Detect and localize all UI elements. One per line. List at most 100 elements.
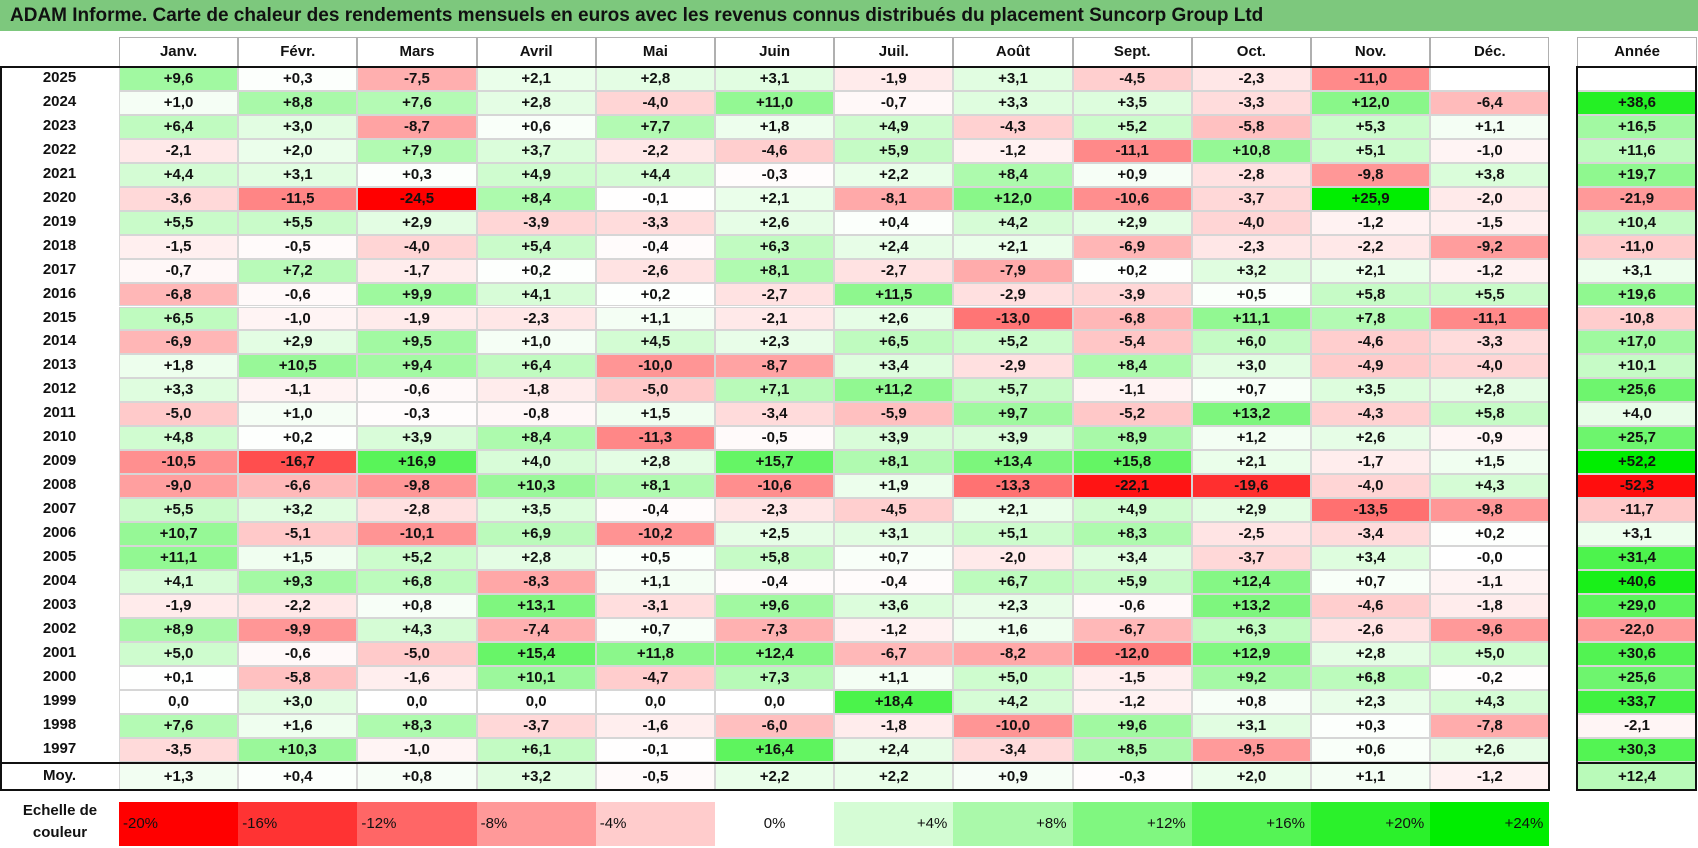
heatmap-cell: -2,1 bbox=[119, 138, 239, 163]
heatmap-cell: +1,2 bbox=[1191, 426, 1311, 451]
heatmap-cell: -0,4 bbox=[595, 234, 715, 259]
heatmap-cell: +4,3 bbox=[1430, 474, 1550, 499]
heatmap-cell: -8,1 bbox=[834, 186, 954, 211]
heatmap-cell: +11,1 bbox=[1191, 306, 1311, 331]
heatmap-cell: +0,7 bbox=[595, 617, 715, 642]
heatmap-cell: -2,9 bbox=[953, 282, 1073, 307]
color-scale-swatch: +16% bbox=[1191, 802, 1311, 846]
year-label: 2004 bbox=[0, 569, 119, 594]
heatmap-cell: +10,7 bbox=[119, 522, 239, 546]
year-label: 2022 bbox=[0, 138, 119, 163]
heatmap-cell: -9,9 bbox=[238, 617, 358, 642]
year-label: 2001 bbox=[0, 641, 119, 666]
heatmap-cell: +3,1 bbox=[1191, 713, 1311, 738]
heatmap-cell: +4,0 bbox=[476, 450, 596, 475]
heatmap-cell: +15,8 bbox=[1072, 450, 1192, 475]
heatmap-cell: +6,4 bbox=[119, 114, 239, 139]
year-label: 2015 bbox=[0, 306, 119, 331]
heatmap-cell: -3,5 bbox=[119, 737, 239, 762]
heatmap-cell: +11,1 bbox=[119, 546, 239, 570]
heatmap-cell: +5,5 bbox=[119, 210, 239, 235]
heatmap-cell: +5,7 bbox=[953, 378, 1073, 403]
heatmap-cell: -2,2 bbox=[1311, 234, 1431, 259]
heatmap-cell: +2,4 bbox=[834, 737, 954, 762]
annual-cell: -11,7 bbox=[1577, 498, 1697, 523]
year-label: 2007 bbox=[0, 498, 119, 523]
average-cell: +0,4 bbox=[238, 763, 358, 790]
heatmap-cell: -3,4 bbox=[1311, 522, 1431, 546]
heatmap-cell: -2,9 bbox=[953, 354, 1073, 379]
heatmap-cell: -13,3 bbox=[953, 474, 1073, 499]
heatmap-cell: -22,1 bbox=[1072, 474, 1192, 499]
heatmap-cell: -1,2 bbox=[834, 617, 954, 642]
heatmap-cell: +8,3 bbox=[1072, 522, 1192, 546]
heatmap-cell: -9,6 bbox=[1430, 617, 1550, 642]
heatmap-cell: -2,7 bbox=[715, 282, 835, 307]
month-header: Mars bbox=[357, 37, 477, 67]
heatmap-cell: +1,0 bbox=[238, 402, 358, 427]
heatmap-cell: +7,6 bbox=[119, 713, 239, 738]
year-label: 2017 bbox=[0, 258, 119, 283]
heatmap-cell: +3,3 bbox=[119, 378, 239, 403]
heatmap-cell: +4,1 bbox=[476, 282, 596, 307]
annual-cell: +30,3 bbox=[1577, 737, 1697, 762]
heatmap-cell: +3,0 bbox=[1191, 354, 1311, 379]
heatmap-cell: +3,5 bbox=[476, 498, 596, 523]
heatmap-cell: 0,0 bbox=[715, 689, 835, 714]
annual-cell: +38,6 bbox=[1577, 90, 1697, 115]
annual-cell: +33,7 bbox=[1577, 689, 1697, 714]
heatmap-cell: -2,8 bbox=[357, 498, 477, 523]
month-header: Juin bbox=[715, 37, 835, 67]
heatmap-cell: -0,3 bbox=[357, 402, 477, 427]
heatmap-cell: +8,8 bbox=[238, 90, 358, 115]
heatmap-cell: +12,4 bbox=[715, 641, 835, 666]
heatmap-cell: -4,0 bbox=[1311, 474, 1431, 499]
heatmap-cell: +1,8 bbox=[119, 354, 239, 379]
heatmap-cell: -2,5 bbox=[1191, 522, 1311, 546]
heatmap-cell: +9,6 bbox=[715, 593, 835, 618]
annual-cell: +19,6 bbox=[1577, 282, 1697, 307]
annual-cell: +3,1 bbox=[1577, 522, 1697, 546]
heatmap-cell: +0,6 bbox=[1311, 737, 1431, 762]
heatmap-cell: +8,3 bbox=[357, 713, 477, 738]
heatmap-cell: +5,8 bbox=[1430, 402, 1550, 427]
heatmap-cell: -0,7 bbox=[834, 90, 954, 115]
heatmap-cell: -4,3 bbox=[953, 114, 1073, 139]
heatmap-cell: -2,8 bbox=[1191, 162, 1311, 187]
heatmap-cell: +1,1 bbox=[834, 665, 954, 690]
heatmap-cell: +2,1 bbox=[953, 234, 1073, 259]
heatmap-cell: +3,3 bbox=[953, 90, 1073, 115]
heatmap-cell: +2,2 bbox=[834, 162, 954, 187]
heatmap-cell: -5,9 bbox=[834, 402, 954, 427]
year-label: 1997 bbox=[0, 737, 119, 762]
heatmap-cell: +6,3 bbox=[715, 234, 835, 259]
year-label: 2024 bbox=[0, 90, 119, 115]
heatmap-cell: -1,7 bbox=[357, 258, 477, 283]
heatmap-cell: +8,9 bbox=[1072, 426, 1192, 451]
heatmap-cell: -5,0 bbox=[119, 402, 239, 427]
year-label: 2000 bbox=[0, 665, 119, 690]
heatmap-cell: -6,7 bbox=[834, 641, 954, 666]
year-label: 2021 bbox=[0, 162, 119, 187]
heatmap-cell: +0,2 bbox=[476, 258, 596, 283]
heatmap-cell: +3,2 bbox=[1191, 258, 1311, 283]
heatmap-cell: -1,6 bbox=[595, 713, 715, 738]
heatmap-cell: +9,7 bbox=[953, 402, 1073, 427]
heatmap-cell: -3,3 bbox=[595, 210, 715, 235]
heatmap-cell: +5,1 bbox=[1311, 138, 1431, 163]
heatmap-cell: -5,0 bbox=[357, 641, 477, 666]
heatmap-cell: +1,0 bbox=[476, 330, 596, 355]
heatmap-cell: -0,6 bbox=[238, 641, 358, 666]
heatmap-cell: +6,1 bbox=[476, 737, 596, 762]
heatmap-cell: +2,8 bbox=[595, 450, 715, 475]
color-scale-swatch: +20% bbox=[1311, 802, 1431, 846]
heatmap-cell: +3,9 bbox=[834, 426, 954, 451]
heatmap-cell: +2,6 bbox=[834, 306, 954, 331]
color-scale-label: Echelle de couleur bbox=[22, 802, 98, 841]
heatmap-cell: +0,1 bbox=[119, 665, 239, 690]
heatmap-cell: -3,9 bbox=[476, 210, 596, 235]
month-header: Sept. bbox=[1072, 37, 1192, 67]
month-header: Nov. bbox=[1311, 37, 1431, 67]
year-label: 2002 bbox=[0, 617, 119, 642]
